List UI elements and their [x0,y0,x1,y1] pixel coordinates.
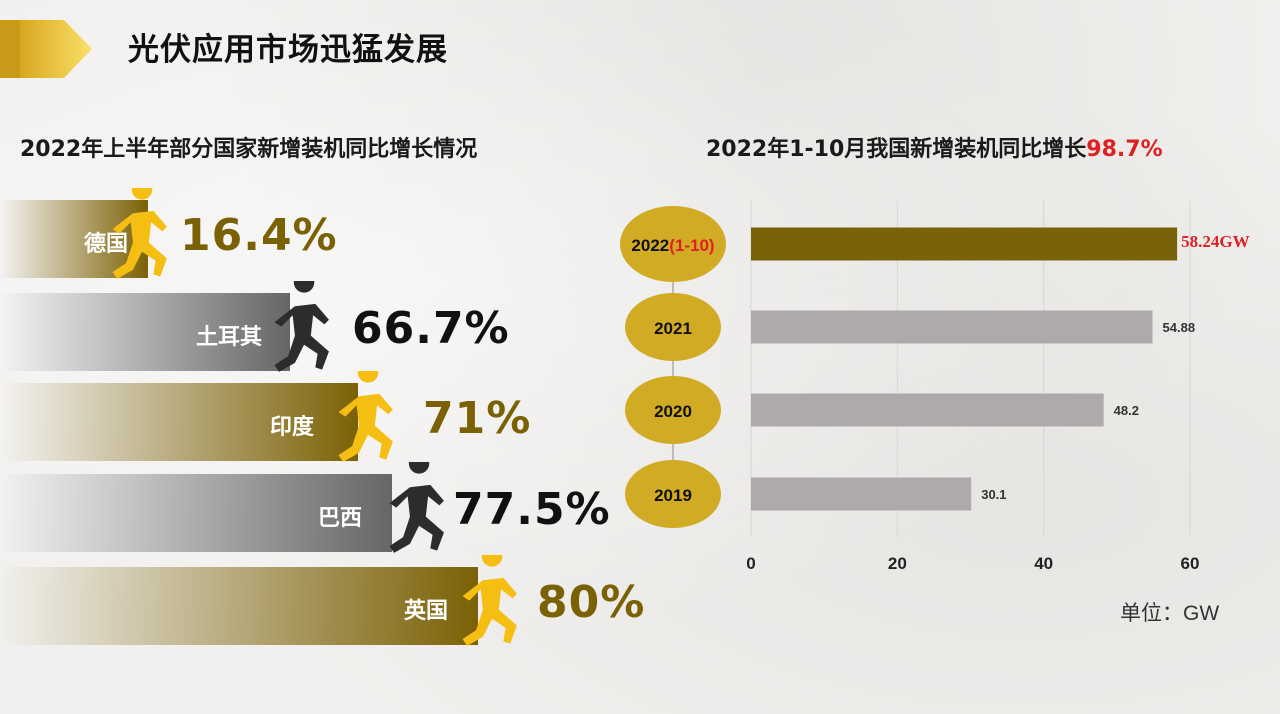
growth-percentage: 77.5% [453,484,611,535]
country-bar [0,383,358,461]
country-label: 德国 [83,232,128,257]
country-bar [0,293,290,371]
right-panel-title: 2022年1-10月我国新增装机同比增长98.7% [706,131,1163,163]
runner-icon [338,371,393,462]
runner-icon [462,555,517,646]
country-label: 印度 [269,415,314,440]
country-label: 巴西 [317,506,362,531]
right-title-highlight: 98.7% [1086,137,1163,162]
left-panel-title: 2022年上半年部分国家新增装机同比增长情况 [20,137,478,162]
growth-percentage: 16.4% [180,210,338,261]
country-bar [0,567,478,645]
runner-icon [389,462,444,553]
country-label: 英国 [403,599,448,624]
right-title-text: 2022年1-10月我国新增装机同比增长 [706,137,1087,162]
country-bar [0,474,392,552]
runner-icon [112,188,167,279]
growth-percentage: 71% [423,393,532,444]
growth-percentage: 80% [537,577,646,628]
page-title: 光伏应用市场迅猛发展 [128,32,448,68]
header-chevron-icon [0,20,92,78]
unit-label: 单位：GW [1120,602,1220,625]
growth-percentage: 66.7% [352,303,510,354]
runner-icon [274,281,329,372]
country-label: 土耳其 [195,325,262,350]
